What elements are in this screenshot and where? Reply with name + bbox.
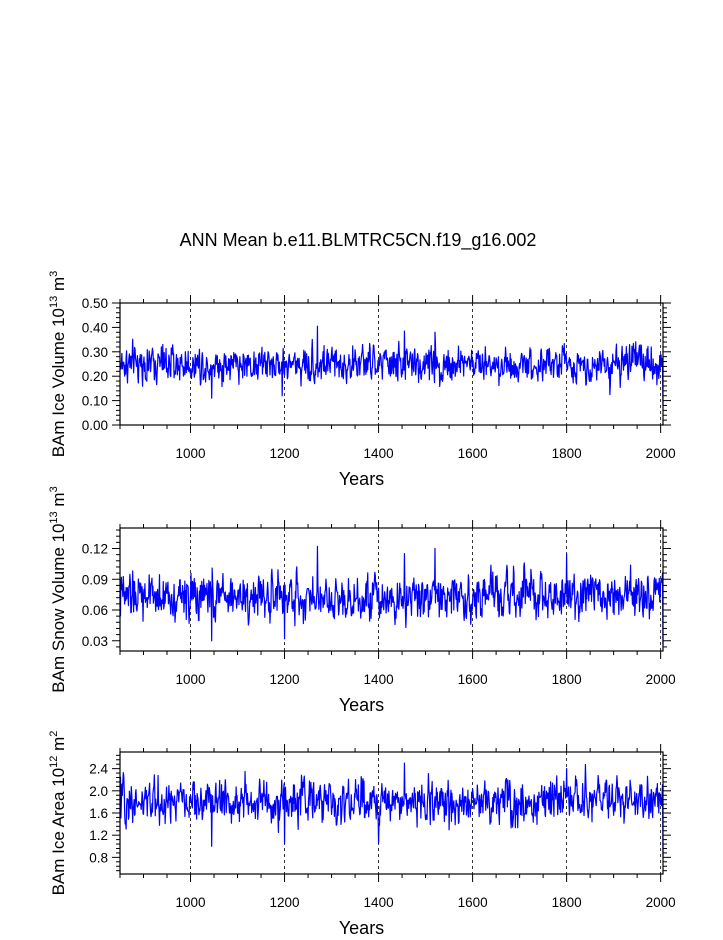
y-axis-label-unit-exponent: 2 (48, 731, 60, 737)
x-axis-label: Years (339, 918, 384, 935)
y-axis-label-unit-exponent: 3 (48, 271, 60, 277)
x-tick-label: 2000 (646, 672, 676, 687)
y-tick-label: 1.2 (89, 828, 108, 843)
plot-frame (119, 302, 664, 426)
y-tick-label: 0.03 (82, 634, 108, 649)
y-axis-label-main: BAm Ice Area 10 (49, 768, 68, 896)
x-tick-label: 2000 (646, 895, 676, 910)
x-tick-label: 1000 (175, 446, 205, 461)
plot-frame (119, 527, 664, 652)
y-tick-label: 1.6 (89, 806, 108, 821)
y-tick-label: 0.12 (82, 542, 108, 557)
y-axis-label-unit: m (49, 492, 68, 511)
y-tick-label: 0.09 (82, 572, 108, 587)
x-axis-label: Years (339, 695, 384, 715)
series-line-ice-area (119, 762, 664, 857)
x-tick-label: 1400 (364, 672, 394, 687)
y-axis-label-unit: m (49, 737, 68, 756)
x-tick-label: 1200 (270, 446, 300, 461)
y-tick-label: 0.00 (82, 418, 108, 433)
y-tick-label: 0.40 (82, 320, 108, 335)
series-line-snow-volume (119, 545, 664, 645)
chart-panel-snow-volume: 0.03 0.06 0.09 0.12 1000 1200 1400 1600 1800 2000… (48, 486, 676, 715)
plot-frame (119, 751, 664, 875)
y-tick-label: 0.8 (89, 850, 108, 865)
y-axis-label: BAm Snow Volume 1013 m3 (48, 486, 68, 692)
y-tick-label: 0.06 (82, 603, 108, 618)
x-tick-label: 1400 (364, 446, 394, 461)
x-tick-label: 1800 (552, 446, 582, 461)
y-axis-label-main: BAm Ice Volume 10 (49, 308, 68, 457)
y-axis-label-exponent: 13 (48, 296, 60, 308)
x-tick-label: 1000 (175, 895, 205, 910)
x-tick-label: 1400 (364, 895, 394, 910)
y-axis-label-exponent: 12 (48, 756, 60, 768)
x-tick-label: 2000 (646, 446, 676, 461)
x-tick-label: 1600 (458, 895, 488, 910)
y-axis-label-unit: m (49, 277, 68, 296)
x-tick-label: 1800 (552, 672, 582, 687)
x-tick-label: 1600 (458, 446, 488, 461)
x-tick-label: 1000 (175, 672, 205, 687)
series-line-ice-volume (119, 325, 664, 406)
y-tick-label: 0.30 (82, 345, 108, 360)
y-axis-label: BAm Ice Area 1012 m2 (48, 731, 68, 896)
y-axis-label-exponent: 13 (48, 511, 60, 523)
chart-panel-ice-volume: 0.00 0.10 0.20 0.30 0.40 0.50 1000 1200 1400 1600… (48, 271, 676, 489)
y-tick-label: 0.10 (82, 394, 108, 409)
y-axis-label-unit-exponent: 3 (48, 486, 60, 492)
x-tick-label: 1600 (458, 672, 488, 687)
y-tick-label: 2.0 (89, 784, 108, 799)
x-tick-label: 1200 (270, 895, 300, 910)
chart-panel-ice-area: 0.8 1.2 1.6 2.0 2.4 1000 1200 1400 1600 1800 2000 Y… (48, 731, 676, 938)
figure-title: ANN Mean b.e11.BLMTRC5CN.f19_g16.002 (180, 230, 537, 251)
x-axis-label: Years (339, 469, 384, 489)
x-tick-label: 1200 (270, 672, 300, 687)
x-tick-label: 1800 (552, 895, 582, 910)
y-axis-label-main: BAm Snow Volume 10 (49, 524, 68, 693)
y-tick-label: 0.50 (82, 296, 108, 311)
y-tick-label: 2.4 (89, 762, 108, 777)
y-tick-label: 0.20 (82, 369, 108, 384)
y-axis-label: BAm Ice Volume 1013 m3 (48, 271, 68, 458)
